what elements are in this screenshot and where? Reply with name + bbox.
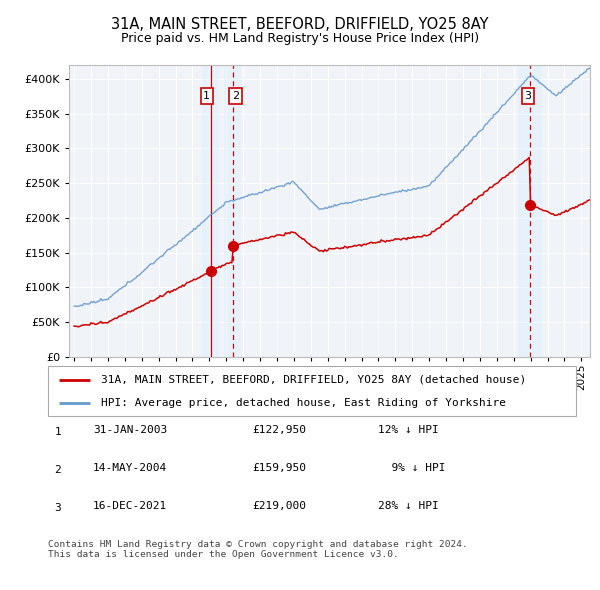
Bar — [224, 65, 241, 357]
Text: 16-DEC-2021: 16-DEC-2021 — [93, 502, 167, 511]
Text: Contains HM Land Registry data © Crown copyright and database right 2024.
This d: Contains HM Land Registry data © Crown c… — [48, 540, 468, 559]
Text: Price paid vs. HM Land Registry's House Price Index (HPI): Price paid vs. HM Land Registry's House … — [121, 32, 479, 45]
Text: £122,950: £122,950 — [252, 425, 306, 434]
Text: 31A, MAIN STREET, BEEFORD, DRIFFIELD, YO25 8AY (detached house): 31A, MAIN STREET, BEEFORD, DRIFFIELD, YO… — [101, 375, 526, 385]
Text: 1: 1 — [55, 427, 61, 437]
Text: 2: 2 — [232, 91, 239, 101]
Text: 9% ↓ HPI: 9% ↓ HPI — [378, 463, 445, 473]
FancyBboxPatch shape — [48, 366, 576, 416]
Text: 31A, MAIN STREET, BEEFORD, DRIFFIELD, YO25 8AY: 31A, MAIN STREET, BEEFORD, DRIFFIELD, YO… — [111, 17, 489, 31]
Text: 3: 3 — [55, 503, 61, 513]
Text: HPI: Average price, detached house, East Riding of Yorkshire: HPI: Average price, detached house, East… — [101, 398, 506, 408]
Text: 1: 1 — [203, 91, 211, 101]
Text: 2: 2 — [55, 465, 61, 475]
Text: 12% ↓ HPI: 12% ↓ HPI — [378, 425, 439, 434]
Text: £159,950: £159,950 — [252, 463, 306, 473]
Text: £219,000: £219,000 — [252, 502, 306, 511]
Text: 3: 3 — [524, 91, 532, 101]
Text: 31-JAN-2003: 31-JAN-2003 — [93, 425, 167, 434]
Text: 14-MAY-2004: 14-MAY-2004 — [93, 463, 167, 473]
Text: 28% ↓ HPI: 28% ↓ HPI — [378, 502, 439, 511]
Bar — [202, 65, 219, 357]
Bar — [518, 65, 542, 357]
